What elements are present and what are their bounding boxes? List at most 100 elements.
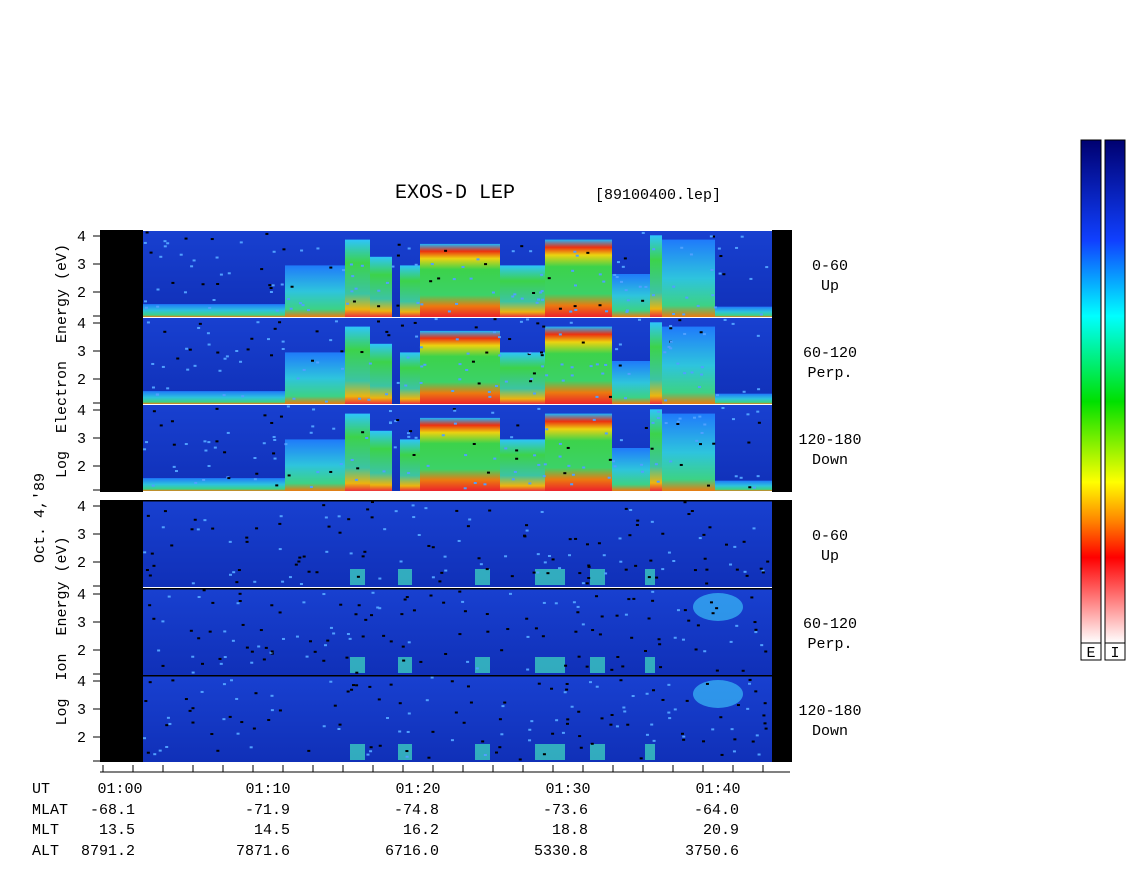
noise	[659, 666, 663, 669]
orbit-value: -73.6	[543, 802, 588, 819]
y-tick-label: 4	[77, 229, 86, 246]
noise	[586, 251, 590, 254]
noise	[213, 446, 217, 449]
noise	[191, 671, 195, 674]
noise	[613, 273, 617, 276]
noise	[163, 240, 167, 243]
noise	[370, 516, 374, 519]
noise	[440, 571, 444, 574]
y-tick-label: 3	[77, 615, 86, 632]
noise	[604, 572, 608, 575]
noise	[735, 624, 739, 627]
noise	[200, 690, 204, 693]
noise	[287, 474, 291, 477]
noise	[689, 253, 693, 256]
noise	[608, 458, 612, 461]
noise	[641, 299, 645, 302]
noise	[619, 560, 623, 563]
noise	[219, 662, 223, 665]
noise	[170, 544, 174, 547]
noise	[419, 381, 423, 384]
noise	[681, 638, 685, 641]
noise	[731, 322, 735, 325]
noise	[542, 601, 546, 604]
noise	[511, 250, 515, 253]
noise	[528, 482, 532, 485]
noise	[250, 661, 254, 664]
noise	[703, 557, 707, 560]
noise	[294, 563, 298, 566]
noise	[661, 698, 665, 701]
noise	[174, 470, 178, 473]
noise	[485, 613, 489, 616]
noise	[457, 539, 461, 542]
noise	[698, 415, 702, 418]
noise	[272, 250, 276, 253]
emission-region	[345, 413, 370, 491]
noise	[623, 710, 627, 713]
direction-label: Perp.	[807, 636, 852, 653]
noise	[595, 685, 599, 688]
noise	[483, 483, 487, 486]
noise	[188, 709, 192, 712]
noise	[201, 283, 205, 286]
noise	[615, 725, 619, 728]
noise	[564, 664, 568, 667]
noise	[713, 306, 717, 309]
emission-region	[545, 413, 612, 491]
noise	[709, 601, 713, 604]
noise	[563, 472, 567, 475]
noise	[669, 325, 673, 328]
noise	[526, 318, 530, 321]
noise	[157, 649, 161, 652]
noise	[184, 443, 188, 446]
noise	[585, 543, 589, 546]
y-tick-label: 2	[77, 459, 86, 476]
noise	[672, 313, 676, 316]
noise	[273, 438, 277, 441]
noise	[270, 650, 274, 653]
emission-region	[662, 326, 715, 404]
noise	[712, 235, 716, 238]
noise	[262, 442, 266, 445]
noise	[302, 555, 306, 558]
noise	[466, 525, 470, 528]
noise	[253, 456, 257, 459]
noise	[563, 691, 567, 694]
noise	[627, 372, 631, 375]
y-tick-label: 3	[77, 257, 86, 274]
noise	[532, 392, 536, 395]
noise	[278, 321, 282, 324]
noise	[558, 455, 562, 458]
noise	[547, 277, 551, 280]
noise	[718, 272, 722, 275]
noise	[682, 313, 686, 316]
noise	[450, 680, 454, 683]
noise	[309, 431, 313, 434]
noise	[383, 528, 387, 531]
noise	[695, 439, 699, 442]
direction-label: Down	[812, 452, 848, 469]
angle-label: 0-60	[812, 258, 848, 275]
noise	[228, 540, 232, 543]
noise	[668, 717, 672, 720]
noise	[338, 723, 342, 726]
noise	[431, 546, 435, 549]
noise	[399, 560, 403, 563]
noise	[238, 592, 242, 595]
noise	[316, 361, 320, 364]
noise	[322, 725, 326, 728]
direction-label: Up	[821, 278, 839, 295]
noise	[306, 309, 310, 312]
orbit-value: 6716.0	[385, 843, 439, 860]
noise	[680, 732, 684, 735]
noise	[525, 617, 529, 620]
noise	[577, 655, 581, 658]
noise	[650, 447, 654, 450]
noise	[152, 410, 156, 413]
noise	[719, 255, 723, 258]
y-tick-label: 3	[77, 344, 86, 361]
noise	[748, 678, 752, 681]
noise	[245, 536, 249, 539]
noise	[526, 635, 530, 638]
